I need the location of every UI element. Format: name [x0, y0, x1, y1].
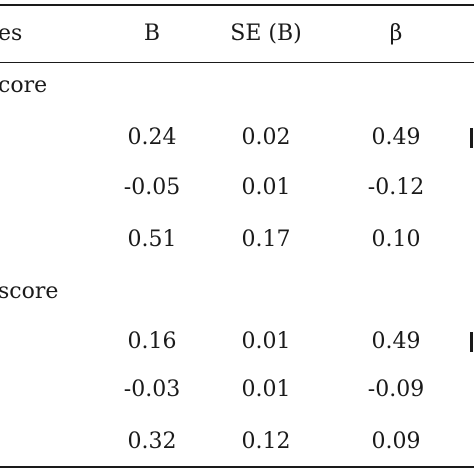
- s1-row1-se: 0.02: [241, 125, 291, 150]
- s1-row1-b: 0.24: [127, 125, 177, 150]
- s2-row2-beta: -0.09: [367, 377, 425, 402]
- s2-row1-beta: 0.49: [371, 329, 421, 354]
- header-variables: es: [0, 21, 23, 46]
- table-bottom-rule: [0, 466, 474, 468]
- s2-row3-beta: 0.09: [371, 429, 421, 454]
- s2-row1-se: 0.01: [241, 329, 291, 354]
- s2-row1-clipped-cell: [470, 332, 473, 352]
- header-rule: [0, 62, 474, 63]
- s2-row3-se: 0.12: [241, 429, 291, 454]
- s1-row3-beta: 0.10: [371, 227, 421, 252]
- header-beta: β: [389, 21, 403, 46]
- s2-row1-b: 0.16: [127, 329, 177, 354]
- s2-row3-b: 0.32: [127, 429, 177, 454]
- s2-row2-se: 0.01: [241, 377, 291, 402]
- s1-row1-clipped-cell: [470, 128, 473, 148]
- header-se-b: SE (B): [230, 21, 302, 46]
- s1-row3-b: 0.51: [127, 227, 177, 252]
- s1-row2-se: 0.01: [241, 175, 291, 200]
- s2-row2-b: -0.03: [123, 377, 181, 402]
- s1-row2-b: -0.05: [123, 175, 181, 200]
- section-label-2: score: [0, 279, 59, 304]
- section-label-1: core: [0, 73, 48, 98]
- header-b: B: [143, 21, 161, 46]
- s1-row3-se: 0.17: [241, 227, 291, 252]
- s1-row2-beta: -0.12: [367, 175, 425, 200]
- s1-row1-beta: 0.49: [371, 125, 421, 150]
- table-top-rule: [0, 4, 474, 6]
